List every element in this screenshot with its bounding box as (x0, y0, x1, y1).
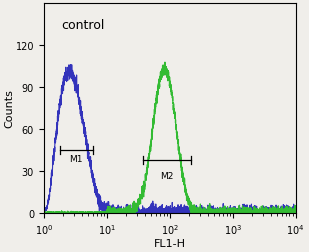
Text: M2: M2 (160, 171, 173, 180)
Text: M1: M1 (69, 154, 82, 164)
X-axis label: FL1-H: FL1-H (154, 238, 186, 248)
Y-axis label: Counts: Counts (4, 89, 14, 128)
Text: control: control (61, 19, 105, 32)
